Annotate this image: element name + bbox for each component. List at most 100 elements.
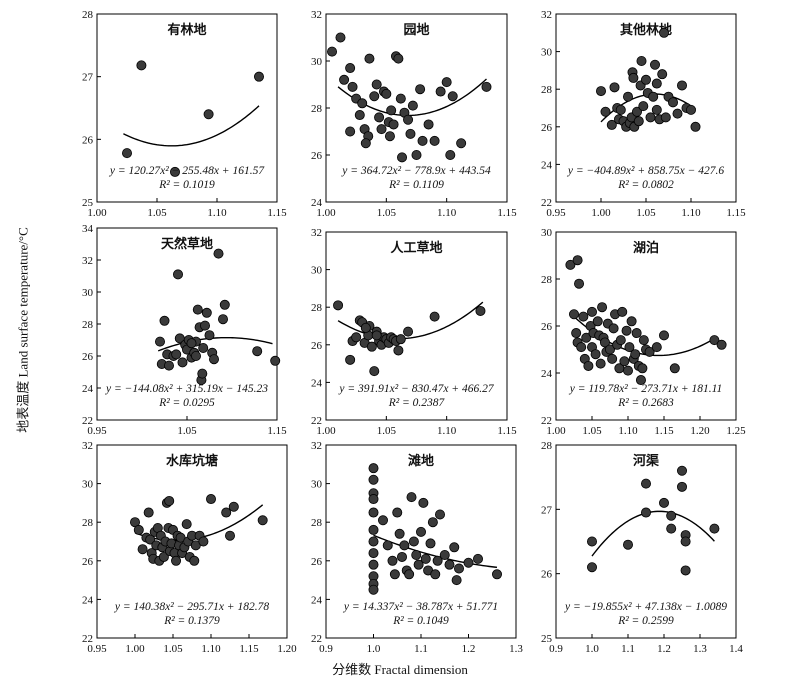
data-point bbox=[432, 555, 443, 566]
r-squared: R² = 0.2387 bbox=[388, 397, 446, 409]
y-tick-label: 25 bbox=[82, 197, 94, 209]
fit-curve bbox=[123, 105, 260, 147]
data-point bbox=[392, 507, 403, 518]
data-point bbox=[632, 106, 643, 117]
y-tick-label: 28 bbox=[311, 302, 323, 314]
data-point bbox=[439, 550, 450, 561]
plot-frame bbox=[96, 444, 288, 639]
data-point bbox=[368, 494, 379, 505]
data-point bbox=[565, 259, 576, 270]
data-point bbox=[219, 299, 230, 310]
x-tick-label: 1.00 bbox=[87, 207, 107, 219]
data-point bbox=[335, 32, 346, 43]
data-point bbox=[404, 569, 415, 580]
data-point bbox=[213, 248, 224, 259]
data-point bbox=[600, 106, 611, 117]
data-point bbox=[444, 559, 455, 570]
data-point bbox=[345, 126, 356, 137]
x-tick-label: 1.3 bbox=[693, 643, 707, 655]
data-point bbox=[413, 559, 424, 570]
data-point bbox=[171, 349, 182, 360]
data-point bbox=[360, 322, 371, 333]
data-point bbox=[645, 112, 656, 123]
data-point bbox=[690, 121, 701, 132]
data-point bbox=[677, 481, 688, 492]
data-point bbox=[381, 88, 392, 99]
y-tick-label: 24 bbox=[82, 594, 94, 606]
x-tick-label: 1.05 bbox=[377, 425, 397, 437]
data-point bbox=[609, 82, 620, 93]
data-point bbox=[158, 551, 169, 562]
chart-panel-9: 0.9 1.0 1.1 1.2 1.3 1.4 25 26 27 28 河渠 y = −19.855x… bbox=[541, 440, 743, 655]
fit-equation: y = −19.855x² + 47.138x − 1.0089 bbox=[564, 601, 727, 613]
data-point bbox=[228, 501, 239, 512]
data-point bbox=[181, 519, 192, 530]
data-point bbox=[169, 166, 180, 177]
fit-curve bbox=[591, 510, 715, 557]
fit-curve bbox=[337, 301, 484, 340]
data-point bbox=[270, 355, 281, 366]
data-point bbox=[453, 563, 464, 574]
data-point bbox=[399, 540, 410, 551]
data-point bbox=[574, 278, 585, 289]
y-tick-label: 32 bbox=[82, 255, 93, 267]
x-tick-label: 1.15 bbox=[654, 425, 674, 437]
y-tick-label: 22 bbox=[541, 197, 552, 209]
data-point bbox=[420, 553, 431, 564]
panel-title: 天然草地 bbox=[161, 236, 213, 251]
y-tick-label: 32 bbox=[82, 440, 93, 452]
y-tick-label: 30 bbox=[541, 227, 553, 239]
data-point bbox=[252, 346, 263, 357]
y-tick-label: 26 bbox=[541, 122, 553, 134]
fit-equation: y = 140.38x² − 295.71x + 182.78 bbox=[114, 601, 269, 613]
data-point bbox=[631, 328, 642, 339]
data-point bbox=[430, 569, 441, 580]
x-tick-label: 1.2 bbox=[462, 643, 476, 655]
data-point bbox=[376, 124, 387, 135]
data-point bbox=[481, 81, 492, 92]
data-point bbox=[638, 335, 649, 346]
data-point bbox=[354, 110, 365, 121]
data-point bbox=[599, 337, 610, 348]
data-point bbox=[164, 495, 175, 506]
chart-panel-1: 1.00 1.05 1.10 1.15 25 26 27 28 有林地 y = 120.27x² … bbox=[82, 9, 287, 219]
x-tick-label: 1.05 bbox=[177, 425, 197, 437]
data-point bbox=[368, 474, 379, 485]
data-point bbox=[403, 114, 414, 125]
x-tick-label: 0.9 bbox=[319, 643, 333, 655]
data-point bbox=[137, 544, 148, 555]
data-point bbox=[572, 255, 583, 266]
data-point bbox=[637, 363, 648, 374]
data-point bbox=[417, 135, 428, 146]
data-point bbox=[587, 536, 598, 547]
x-tick-label: 1.00 bbox=[591, 207, 611, 219]
data-point bbox=[651, 78, 662, 89]
data-point bbox=[435, 86, 446, 97]
data-point bbox=[389, 569, 400, 580]
y-tick-label: 26 bbox=[82, 351, 94, 363]
y-tick-label: 26 bbox=[82, 556, 94, 568]
x-tick-label: 1.10 bbox=[618, 425, 638, 437]
data-point bbox=[122, 148, 133, 159]
y-tick-label: 30 bbox=[311, 265, 323, 277]
y-tick-label: 24 bbox=[541, 368, 553, 380]
data-point bbox=[190, 350, 201, 361]
x-tick-label: 0.95 bbox=[87, 643, 107, 655]
data-point bbox=[449, 542, 460, 553]
y-tick-label: 28 bbox=[82, 319, 94, 331]
data-point bbox=[569, 309, 580, 320]
data-point bbox=[403, 326, 414, 337]
data-point bbox=[136, 60, 147, 71]
x-tick-label: 1.00 bbox=[316, 207, 336, 219]
data-point bbox=[606, 119, 617, 130]
y-tick-label: 24 bbox=[311, 197, 323, 209]
data-point bbox=[186, 338, 197, 349]
r-squared: R² = 0.1049 bbox=[392, 615, 449, 627]
y-tick-label: 27 bbox=[82, 72, 94, 84]
x-tick-label: 1.10 bbox=[437, 425, 457, 437]
data-point bbox=[384, 131, 395, 142]
y-tick-label: 26 bbox=[82, 134, 94, 146]
data-point bbox=[651, 342, 662, 353]
x-tick-label: 1.10 bbox=[681, 207, 701, 219]
data-point bbox=[411, 550, 422, 561]
